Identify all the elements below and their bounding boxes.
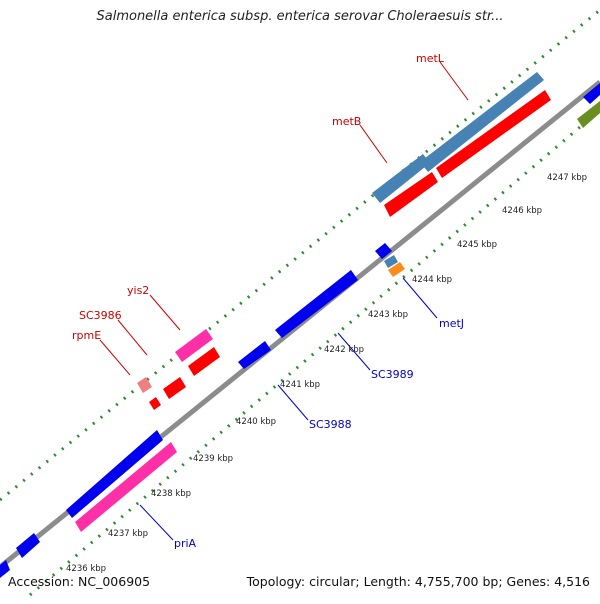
gene-red-small[interactable] xyxy=(163,377,186,399)
label-SC3989[interactable]: SC3989 xyxy=(371,368,414,381)
genome-summary: Topology: circular; Length: 4,755,700 bp… xyxy=(246,574,590,589)
gene-metB[interactable] xyxy=(372,154,430,203)
gene-metJ-steel[interactable] xyxy=(384,255,398,268)
inner-strand-genes xyxy=(75,90,551,532)
leader-rpmE xyxy=(99,339,131,376)
label-SC3988[interactable]: SC3988 xyxy=(309,418,352,431)
gene-priA[interactable] xyxy=(75,442,177,532)
tick-label: 4240 kbp xyxy=(236,417,276,427)
inner-tick-ring xyxy=(29,108,600,597)
label-priA[interactable]: priA xyxy=(174,537,197,550)
genome-title: Salmonella enterica subsp. enterica sero… xyxy=(96,9,504,24)
tick-label: 4243 kbp xyxy=(368,310,408,320)
gene-metJ-orange[interactable] xyxy=(388,262,405,277)
gene-SC3986[interactable] xyxy=(188,347,220,376)
leader-metB xyxy=(359,124,388,164)
tick-label: 4246 kbp xyxy=(502,206,542,216)
gene-rpmE[interactable] xyxy=(137,377,152,393)
outer-strand-genes xyxy=(0,72,600,578)
gene-SC3989[interactable] xyxy=(275,270,358,338)
tick-label: 4238 kbp xyxy=(151,489,191,499)
label-metB[interactable]: metB xyxy=(332,115,361,128)
label-SC3986[interactable]: SC3986 xyxy=(79,309,122,322)
gene-labels: metL metB yis2 SC3986 rpmE metJ SC3989 S… xyxy=(72,52,464,550)
tick-label: 4244 kbp xyxy=(412,275,452,285)
gene-SC3988[interactable] xyxy=(238,341,271,369)
tick-label: 4242 kbp xyxy=(324,345,364,355)
tick-label: 4236 kbp xyxy=(66,564,106,574)
tick-label: 4241 kbp xyxy=(280,380,320,390)
gene-red-short[interactable] xyxy=(384,172,438,217)
leader-priA xyxy=(139,504,174,541)
gene-metL[interactable] xyxy=(420,72,544,172)
label-yis2[interactable]: yis2 xyxy=(127,284,149,297)
accession-label: Accession: NC_006905 xyxy=(8,574,151,589)
leader-metJ xyxy=(402,277,438,319)
leader-yis2 xyxy=(149,294,181,331)
gene-blue-top-right[interactable] xyxy=(583,83,600,104)
leader-SC3989 xyxy=(337,332,371,371)
leader-SC3986 xyxy=(117,319,148,356)
gene-yis2[interactable] xyxy=(175,329,213,362)
label-rpmE[interactable]: rpmE xyxy=(72,329,101,342)
label-metL[interactable]: metL xyxy=(416,52,445,65)
outer-tick-ring xyxy=(0,8,600,502)
gene-red-long[interactable] xyxy=(436,90,551,178)
tick-label: 4245 kbp xyxy=(457,240,497,250)
gene-priA-block[interactable] xyxy=(66,430,163,518)
tick-label: 4247 kbp xyxy=(547,173,587,183)
leader-metL xyxy=(439,61,469,101)
gene-metJ-blue[interactable] xyxy=(375,243,392,259)
gene-green[interactable] xyxy=(577,101,600,128)
gene-blue-left-edge[interactable] xyxy=(0,560,10,578)
label-leaders xyxy=(99,61,469,541)
gene-red-tiny[interactable] xyxy=(149,397,161,410)
tick-label: 4239 kbp xyxy=(193,454,233,464)
kbp-tick-labels: 4236 kbp 4237 kbp 4238 kbp 4239 kbp 4240… xyxy=(66,173,587,574)
leader-SC3988 xyxy=(277,384,309,421)
label-metJ[interactable]: metJ xyxy=(439,317,464,330)
gene-blue-left[interactable] xyxy=(16,533,40,558)
tick-label: 4237 kbp xyxy=(108,529,148,539)
